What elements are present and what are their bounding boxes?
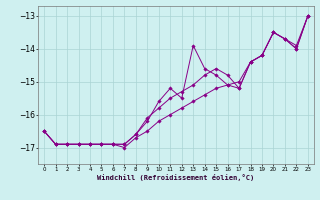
X-axis label: Windchill (Refroidissement éolien,°C): Windchill (Refroidissement éolien,°C) (97, 174, 255, 181)
